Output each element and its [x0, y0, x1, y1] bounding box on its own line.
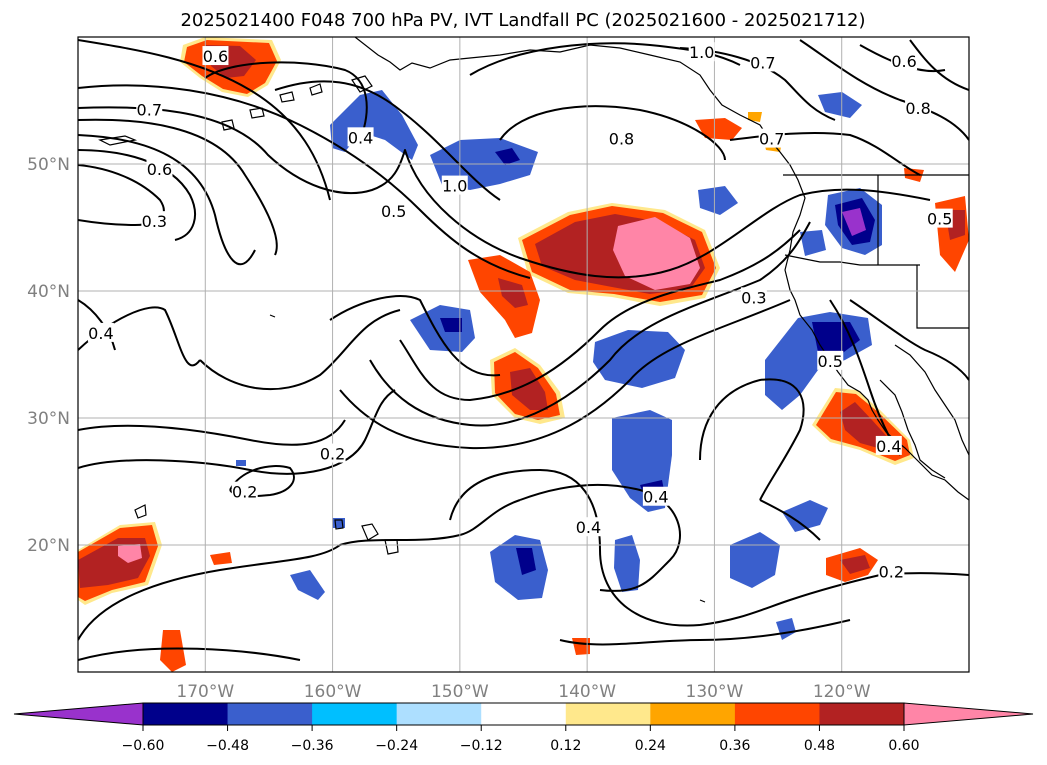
ivt-principal-component-shading: [78, 37, 969, 672]
longitude-tick-label: 160°W: [304, 682, 362, 702]
colorbar-bin: [650, 703, 736, 725]
colorbar-bin: [227, 703, 313, 725]
colorbar-tick-label: 0.36: [719, 738, 750, 754]
colorbar-bin: [396, 703, 482, 725]
latitude-tick-label: 40°N: [27, 282, 70, 302]
contour-label: 0.8: [609, 130, 634, 149]
latitude-axis: 20°N 30°N 40°N 50°N: [27, 155, 70, 556]
contour-label-bg: [202, 46, 229, 66]
latitude-tick-label: 30°N: [27, 409, 70, 429]
colorbar-tick-label: −0.24: [375, 738, 418, 754]
contour-label-bg: [740, 287, 767, 307]
contour-label: 0.2: [879, 563, 904, 582]
map-frame: [77, 36, 970, 673]
contour-label-bg: [905, 98, 932, 118]
contour-label-bg: [146, 159, 173, 179]
colorbar-tick-label: −0.60: [122, 738, 165, 754]
contour-label: 0.7: [137, 100, 162, 119]
contour-label-bg: [141, 211, 168, 231]
contour-label-bg: [319, 443, 346, 463]
contour-label-bg: [87, 322, 114, 342]
contour-label: 0.6: [891, 52, 916, 71]
contour-label-bg: [347, 127, 374, 147]
colorbar-bin: [481, 703, 567, 725]
contour-label: 1.0: [689, 43, 714, 62]
latitude-tick-label: 50°N: [27, 155, 70, 175]
contour-labels: 0.6 0.7 0.6 0.3 0.4 0.4 0.5 1.0 0.8 1.0 0.7 0.6 0.8 0…: [87, 42, 953, 582]
contour-label-bg: [688, 42, 715, 62]
colorbar-tick-label: −0.48: [206, 738, 249, 754]
contour-label-bg: [608, 128, 635, 148]
colorbar-tick-label: −0.12: [460, 738, 503, 754]
latitude-tick-label: 20°N: [27, 536, 70, 556]
map-title: 2025021400 F048 700 hPa PV, IVT Landfall…: [180, 10, 865, 31]
colorbar-bin: [819, 703, 905, 725]
colorbar-bin: [734, 703, 820, 725]
contour-label-bg: [817, 350, 844, 370]
colorbar-tick-label: 0.60: [888, 738, 919, 754]
contour-label: 0.4: [88, 324, 113, 343]
contour-label: 0.7: [759, 130, 784, 149]
contour-label: 0.8: [905, 99, 930, 118]
colorbar-bin: [143, 703, 229, 725]
contour-label: 0.2: [320, 445, 345, 464]
contour-label: 0.5: [927, 210, 952, 229]
contour-label: 0.4: [576, 518, 601, 537]
graticule: [78, 37, 969, 672]
longitude-tick-label: 150°W: [431, 682, 489, 702]
contour-label-bg: [642, 486, 669, 506]
contour-label: 0.3: [741, 288, 766, 307]
contour-label-bg: [926, 208, 953, 228]
longitude-axis: 170°W 160°W 150°W 140°W 130°W 120°W: [176, 682, 870, 702]
map-panel: 0.6 0.7 0.6 0.3 0.4 0.4 0.5 1.0 0.8 1.0 0.7 0.6 0.8 0…: [78, 37, 969, 672]
contour-label-bg: [231, 481, 258, 501]
contour-label-bg: [891, 51, 918, 71]
colorbar-high-extension: [903, 702, 1034, 726]
contour-label: 0.6: [203, 47, 228, 66]
contour-label: 1.0: [442, 177, 467, 196]
longitude-tick-label: 130°W: [686, 682, 744, 702]
contour-label: 0.3: [142, 212, 167, 231]
contour-label-bg: [575, 517, 602, 537]
contour-label: 0.5: [818, 352, 843, 371]
colorbar-tick-label: 0.48: [804, 738, 835, 754]
contour-label-bg: [441, 175, 468, 195]
colorbar-tick-label: 0.12: [550, 738, 581, 754]
contour-label-bg: [749, 52, 776, 72]
colorbar-bin: [565, 703, 651, 725]
longitude-tick-label: 170°W: [176, 682, 234, 702]
colorbar-low-extension: [13, 702, 144, 726]
contour-label-bg: [380, 200, 407, 220]
contour-label: 0.2: [232, 483, 257, 502]
contour-label: 0.4: [643, 488, 668, 507]
contour-label: 0.4: [348, 128, 373, 147]
longitude-tick-label: 120°W: [813, 682, 871, 702]
coastlines: [98, 37, 969, 603]
contour-label-bg: [878, 561, 905, 581]
contour-label: 0.7: [750, 53, 775, 72]
contour-label-bg: [875, 435, 902, 455]
contour-label-bg: [136, 99, 163, 119]
colorbar: −0.60 −0.48 −0.36 −0.24 −0.12 0.12 0.24 0.36 0.4…: [13, 702, 1034, 754]
contour-label-bg: [758, 128, 785, 148]
pv-contours: [78, 39, 969, 661]
contour-label: 0.5: [381, 202, 406, 221]
contour-label: 0.4: [876, 437, 901, 456]
colorbar-bin: [312, 703, 398, 725]
colorbar-tick-label: −0.36: [291, 738, 334, 754]
colorbar-tick-label: 0.24: [635, 738, 666, 754]
contour-label: 0.6: [147, 160, 172, 179]
longitude-tick-label: 140°W: [558, 682, 616, 702]
